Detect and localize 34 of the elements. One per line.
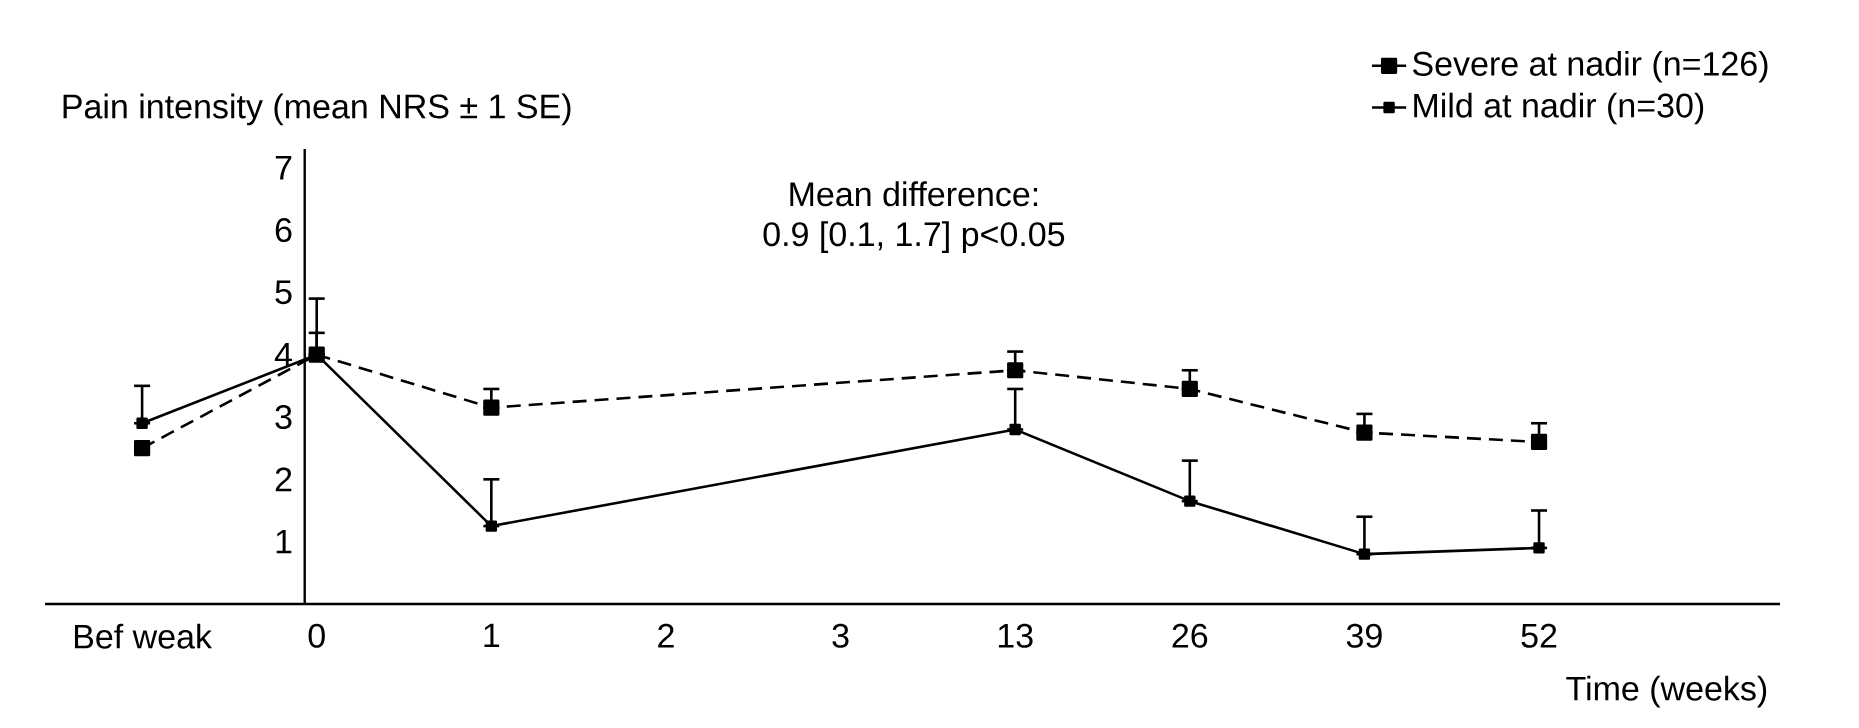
legend-label: Severe at nadir (n=126)	[1412, 50, 1768, 83]
point	[134, 440, 151, 457]
x-tick-label: Bef weak	[74, 623, 213, 649]
point	[1530, 433, 1548, 451]
x-tick-label: 1	[484, 623, 500, 648]
x-tick-label: 2	[658, 623, 674, 648]
point	[1184, 495, 1196, 507]
point	[1533, 542, 1545, 554]
legend-label: Mild at nadir (n=30)	[1414, 92, 1704, 125]
x-axis-title: Time (weeks)	[1566, 675, 1767, 708]
point	[485, 520, 498, 532]
annotation: 0.9 [0.1, 1.7] p<0.05	[763, 221, 1065, 253]
y-tick-label: 1	[276, 529, 292, 554]
x-tick-label: 3	[832, 623, 849, 648]
x-tick-label: 13	[998, 623, 1033, 648]
point	[1356, 424, 1373, 441]
annotation: Mean difference:	[790, 181, 1038, 207]
y-axis-title: Pain intensity (mean NRS ± 1 SE)	[63, 93, 571, 126]
x-tick-label: 26	[1172, 623, 1208, 648]
point	[1358, 548, 1371, 560]
point	[136, 417, 148, 429]
y-tick-label: 2	[275, 467, 292, 492]
y-tick-label: 3	[275, 404, 292, 430]
point	[1009, 423, 1021, 436]
x-tick-label: 0	[308, 623, 325, 648]
y-tick-label: 6	[275, 217, 292, 243]
point	[1007, 362, 1024, 379]
x-tick-label: 39	[1346, 623, 1382, 648]
point	[1181, 380, 1198, 398]
point	[483, 399, 500, 416]
y-tick-label: 7	[275, 156, 292, 180]
y-tick-label: 5	[275, 280, 292, 305]
y-tick-label: 4	[274, 342, 292, 367]
x-tick-label: 52	[1521, 623, 1557, 648]
